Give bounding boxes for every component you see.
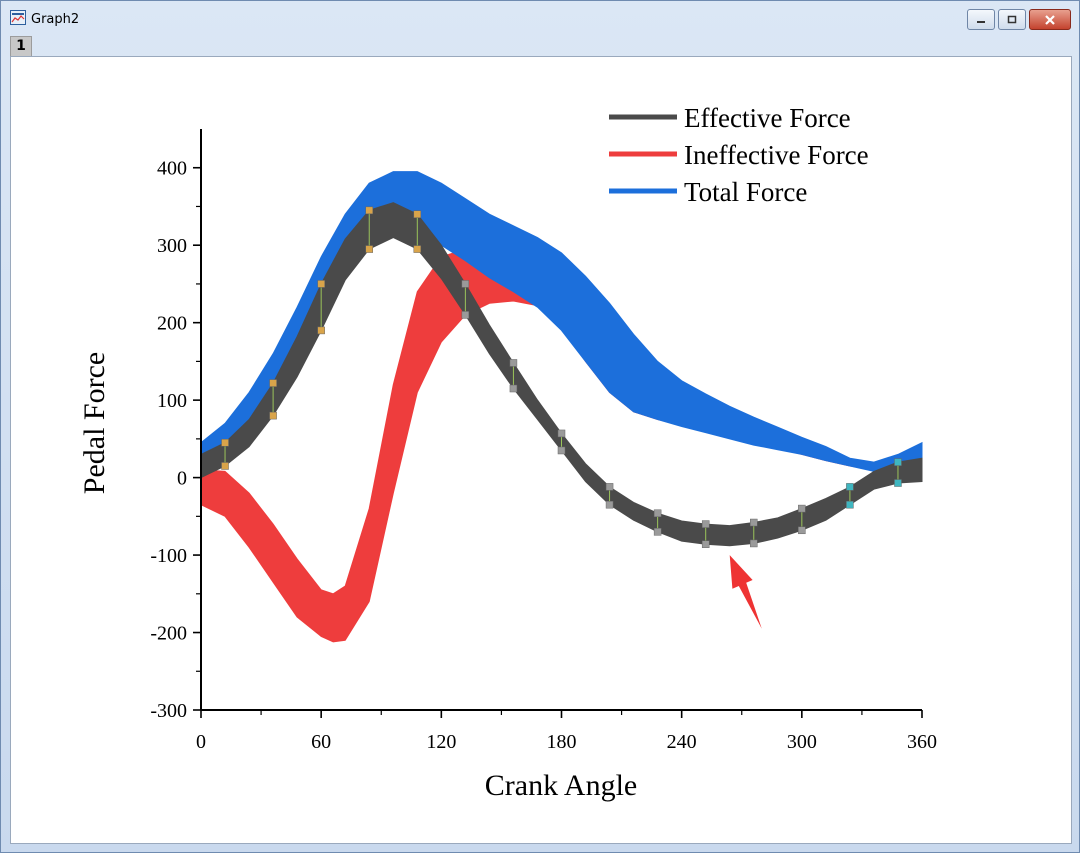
x-tick-label: 180 [547, 731, 577, 753]
minimize-icon [977, 20, 985, 23]
data-point [269, 411, 277, 420]
data-point [605, 483, 614, 491]
data-point [461, 280, 470, 288]
data-point [798, 504, 806, 513]
data-point [221, 462, 229, 470]
close-button[interactable] [1029, 9, 1071, 30]
data-point [365, 206, 373, 215]
axes: -300 -200 -100 0 100 200 300 400 0 60 120 180 240 300… [150, 129, 937, 753]
legend-label: Effective Force [684, 103, 851, 133]
data-point [557, 446, 566, 455]
data-point [653, 528, 662, 536]
data-point [557, 429, 566, 438]
data-point [317, 280, 325, 288]
data-point [365, 245, 373, 253]
x-tick-label: 240 [667, 731, 697, 753]
y-tick-label: 200 [157, 313, 187, 335]
legend-label: Total Force [684, 177, 807, 207]
data-point [750, 518, 758, 527]
data-point [846, 500, 854, 509]
legend: Effective Force Ineffective Force Total Fo… [609, 103, 869, 207]
x-axis-label: Crank Angle [485, 769, 637, 802]
data-point [701, 540, 710, 548]
data-point [509, 384, 518, 393]
data-point [221, 438, 229, 447]
y-tick-label: -200 [150, 623, 187, 645]
window-title: Graph2 [31, 12, 80, 27]
data-point [269, 379, 277, 387]
x-tick-label: 0 [196, 731, 206, 753]
data-point [894, 479, 902, 487]
y-tick-label: -300 [150, 700, 187, 722]
y-tick-label: 400 [157, 158, 187, 180]
x-tick-label: 360 [907, 731, 937, 753]
y-tick-label: 0 [177, 468, 187, 490]
data-point [894, 458, 902, 466]
graph-canvas[interactable]: -300 -200 -100 0 100 200 300 400 0 60 120 180 240 300… [10, 56, 1072, 844]
legend-label: Ineffective Force [684, 140, 869, 170]
data-point [798, 526, 806, 535]
y-tick-label: -100 [150, 545, 187, 567]
x-tick-label: 300 [787, 731, 817, 753]
data-point [509, 359, 518, 367]
layer-tab[interactable]: 1 [10, 36, 32, 57]
data-point [317, 326, 325, 335]
data-point [750, 539, 758, 548]
y-axis-label: Pedal Force [78, 352, 111, 494]
minimize-button[interactable] [967, 9, 995, 30]
data-point [653, 509, 662, 517]
y-tick-label: 300 [157, 235, 187, 257]
data-point [461, 311, 470, 319]
data-point [846, 483, 854, 491]
series-area-effective-force [200, 202, 923, 547]
close-icon [1045, 14, 1055, 25]
chart[interactable]: -300 -200 -100 0 100 200 300 400 0 60 120 180 240 300… [11, 57, 1071, 843]
annotations [729, 555, 762, 629]
data-point [413, 245, 422, 253]
data-point [605, 500, 614, 509]
data-point [413, 210, 422, 218]
y-tick-label: 100 [157, 390, 187, 412]
data-point [701, 520, 710, 528]
x-tick-label: 60 [311, 731, 331, 753]
plot-areas [200, 171, 923, 643]
red-arrow-annotation [729, 555, 762, 629]
maximize-button[interactable] [998, 9, 1026, 30]
title-bar[interactable]: Graph2 [1, 1, 1079, 33]
maximize-icon [1007, 15, 1017, 24]
x-tick-label: 120 [426, 731, 456, 753]
graph-window-icon [10, 10, 26, 25]
